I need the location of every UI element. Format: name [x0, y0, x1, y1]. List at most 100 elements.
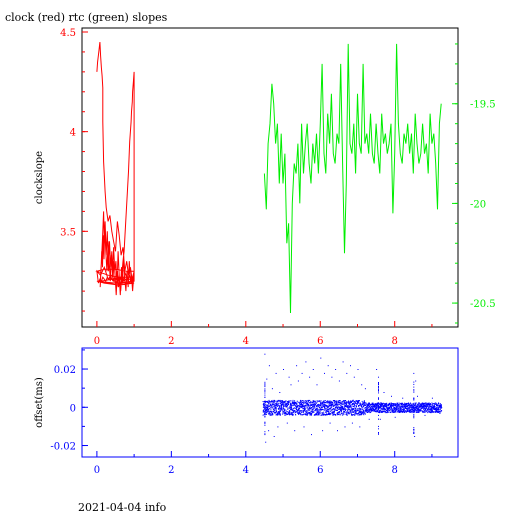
offset-point — [418, 407, 420, 409]
offset-point — [353, 403, 355, 405]
offset-spike-point — [378, 389, 379, 391]
offset-point — [385, 411, 387, 413]
offset-spike-point — [378, 432, 379, 433]
offset-point — [398, 408, 400, 410]
offset-point — [424, 406, 426, 407]
offset-point — [371, 408, 373, 410]
offset-point — [417, 404, 419, 406]
offset-point — [358, 405, 360, 407]
offset-point — [327, 401, 329, 403]
offset-spike-point — [378, 389, 379, 391]
offset-point — [386, 403, 388, 405]
offset-point — [430, 412, 432, 414]
offset-point — [417, 408, 419, 410]
offset-point — [346, 412, 348, 414]
offset-point — [278, 407, 280, 409]
offset-point — [355, 410, 357, 412]
offset-point — [404, 402, 406, 404]
offset-point — [389, 412, 391, 413]
offset-point — [432, 403, 434, 405]
offset-point — [343, 409, 344, 410]
offset-point — [304, 409, 305, 411]
offset-point — [382, 410, 384, 412]
offset-point — [410, 406, 412, 408]
offset-point — [350, 412, 352, 414]
offset-point — [277, 399, 279, 401]
offset-point — [423, 403, 425, 404]
offset-point — [412, 408, 414, 410]
offset-point — [302, 408, 304, 410]
offset-point — [365, 409, 366, 411]
offset-point — [346, 402, 348, 404]
offset-point — [311, 409, 313, 411]
offset-point — [269, 403, 271, 405]
offset-point — [375, 408, 377, 410]
offset-point — [293, 401, 295, 403]
offset-outlier-point — [394, 416, 396, 418]
offset-point — [430, 406, 432, 408]
offset-outlier-point — [286, 422, 288, 424]
offset-spike-point — [413, 399, 415, 401]
offset-point — [359, 408, 361, 410]
offset-point — [312, 400, 314, 402]
offset-point — [278, 408, 280, 410]
offset-point — [316, 406, 317, 408]
offset-point — [357, 409, 359, 411]
offset-point — [354, 403, 356, 405]
offset-point — [354, 414, 356, 416]
offset-point — [367, 410, 369, 412]
offset-point — [277, 400, 279, 402]
offset-point — [393, 405, 395, 407]
offset-point — [361, 400, 363, 402]
offset-point — [282, 402, 284, 404]
offset-point — [323, 400, 325, 402]
offset-point — [407, 408, 409, 410]
offset-point — [336, 401, 338, 403]
offset-point — [386, 412, 388, 414]
offset-point — [387, 409, 389, 411]
offset-point — [334, 402, 336, 404]
offset-point — [357, 414, 359, 416]
offset-point — [299, 407, 301, 409]
offset-point — [330, 408, 332, 410]
offset-point — [408, 404, 410, 406]
offset-point — [336, 403, 338, 405]
offset-point — [368, 404, 370, 406]
offset-point — [342, 400, 344, 402]
offset-point — [391, 411, 393, 413]
offset-outlier-point — [290, 384, 292, 386]
offset-point — [284, 401, 286, 403]
offset-point — [357, 413, 359, 414]
offset-point — [353, 400, 355, 402]
offset-spike-point — [264, 407, 266, 409]
offset-point — [263, 409, 264, 411]
offset-point — [349, 409, 351, 411]
offset-point — [411, 404, 413, 406]
offset-point — [409, 405, 411, 407]
offset-point — [391, 409, 393, 411]
offset-point — [313, 405, 315, 407]
offset-point — [335, 409, 337, 411]
offset-point — [412, 410, 414, 411]
offset-point — [285, 400, 287, 402]
offset-point — [429, 405, 431, 407]
offset-point — [324, 402, 326, 403]
offset-point — [306, 402, 308, 404]
offset-point — [264, 406, 266, 408]
offset-point — [331, 409, 333, 411]
offset-point — [423, 406, 425, 408]
offset-point — [427, 405, 429, 407]
offset-point — [321, 409, 323, 410]
offset-point — [279, 405, 280, 407]
offset-point — [437, 404, 439, 406]
offset-point — [402, 405, 404, 407]
offset-point — [409, 403, 411, 405]
offset-point — [262, 414, 264, 416]
offset-point — [299, 411, 300, 413]
offset-point — [426, 404, 428, 406]
offset-point — [355, 400, 357, 402]
offset-point — [369, 405, 371, 407]
offset-point — [318, 411, 320, 413]
offset-point — [348, 402, 350, 404]
offset-point — [408, 411, 410, 412]
